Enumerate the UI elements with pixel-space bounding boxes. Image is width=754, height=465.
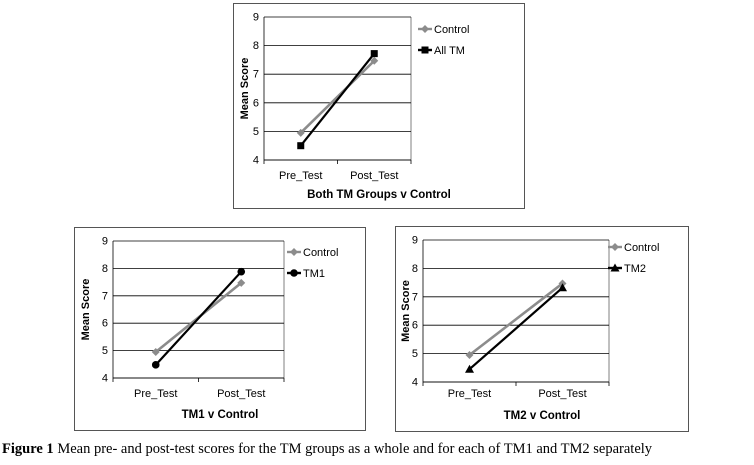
legend-marker [290,269,298,277]
legend-label: Control [303,247,338,259]
x-tick-label: Pre_Test [448,388,491,400]
x-tick-label: Pre_Test [134,388,177,400]
series-line [468,282,564,357]
legend-marker [421,25,429,33]
chart-both-tm: 4 5 6 7 8 9 Pre_Test Post_Test Mean Score Both TM… [239,12,469,202]
y-tick-label: 8 [412,263,418,275]
data-point [297,142,305,150]
data-point [237,278,246,287]
x-tick-label: Post_Test [350,170,398,182]
legend-marker [610,263,620,272]
y-axis-label: Mean Score [239,58,251,120]
chart-tm2: 4 5 6 7 8 9 Pre_Test Post_Test Mean Score TM2 v C… [400,235,659,423]
series-tm1 [151,267,246,369]
y-tick-label: 5 [412,348,418,360]
legend-marker [290,248,298,256]
data-point [151,361,160,369]
y-tick-label: 7 [253,69,259,81]
y-tick-label: 6 [102,318,108,330]
data-point [296,128,305,137]
chart-panel-tm1: 4 5 6 7 8 9 Pre_Test Post_Test Mean Score TM1 v C… [74,227,366,431]
y-tick-label: 8 [102,263,108,275]
chart-title: Both TM Groups v Control [307,189,451,201]
series-line [299,59,376,134]
legend-entry: Control [287,247,338,259]
figure-caption-text: Mean pre- and post-test scores for the T… [53,441,653,457]
series-control [465,279,567,360]
data-point [370,50,378,58]
y-tick-label: 9 [102,236,108,248]
data-point [237,267,246,276]
y-tick-label: 7 [102,290,108,302]
legend-marker [421,46,429,54]
chart-panel-both-tm: 4 5 6 7 8 9 Pre_Test Post_Test Mean Score Both TM… [233,3,525,209]
legend-label: All TM [434,45,465,57]
data-point [465,364,474,373]
y-axis-label: Mean Score [80,279,92,341]
y-tick-label: 5 [253,126,259,138]
chart-panel-tm2: 4 5 6 7 8 9 Pre_Test Post_Test Mean Score TM2 v C… [395,226,689,432]
y-tick-label: 8 [253,40,259,52]
x-tick-label: Post_Test [538,388,586,400]
series-line [299,52,376,147]
figure-label: Figure 1 [2,441,54,457]
legend-label: TM1 [303,268,325,280]
y-tick-label: 7 [412,291,418,303]
figure-caption: Figure 1 Mean pre- and post-test scores … [2,441,754,458]
y-tick-label: 4 [253,155,259,167]
legend-marker [611,243,619,251]
y-tick-label: 4 [102,373,108,385]
series-tm2 [465,283,567,373]
series-line [468,286,564,371]
legend-entry: TM1 [287,268,325,280]
legend-entry: TM2 [608,263,646,275]
series-control [296,56,379,137]
x-tick-label: Pre_Test [279,170,322,182]
data-point [558,283,567,292]
chart-title: TM1 v Control [182,409,259,421]
data-point [465,351,474,360]
y-tick-label: 9 [412,235,418,247]
series-all-tm [297,50,378,150]
series-line [154,270,243,366]
chart-tm1: 4 5 6 7 8 9 Pre_Test Post_Test Mean Score TM1 v C… [80,236,338,422]
y-tick-label: 4 [412,377,418,389]
legend-label: Control [624,242,659,254]
legend-label: Control [434,24,469,36]
data-point [151,347,160,356]
chart-title: TM2 v Control [504,410,581,422]
legend-entry: Control [418,24,469,36]
x-tick-label: Post_Test [217,388,265,400]
legend-entry: All TM [418,45,465,57]
y-axis-label: Mean Score [400,280,412,342]
y-tick-label: 6 [253,97,259,109]
data-point [370,56,379,65]
y-tick-label: 6 [412,320,418,332]
legend-entry: Control [608,242,659,254]
y-tick-label: 9 [253,12,259,24]
y-tick-label: 5 [102,345,108,357]
legend-label: TM2 [624,263,646,275]
